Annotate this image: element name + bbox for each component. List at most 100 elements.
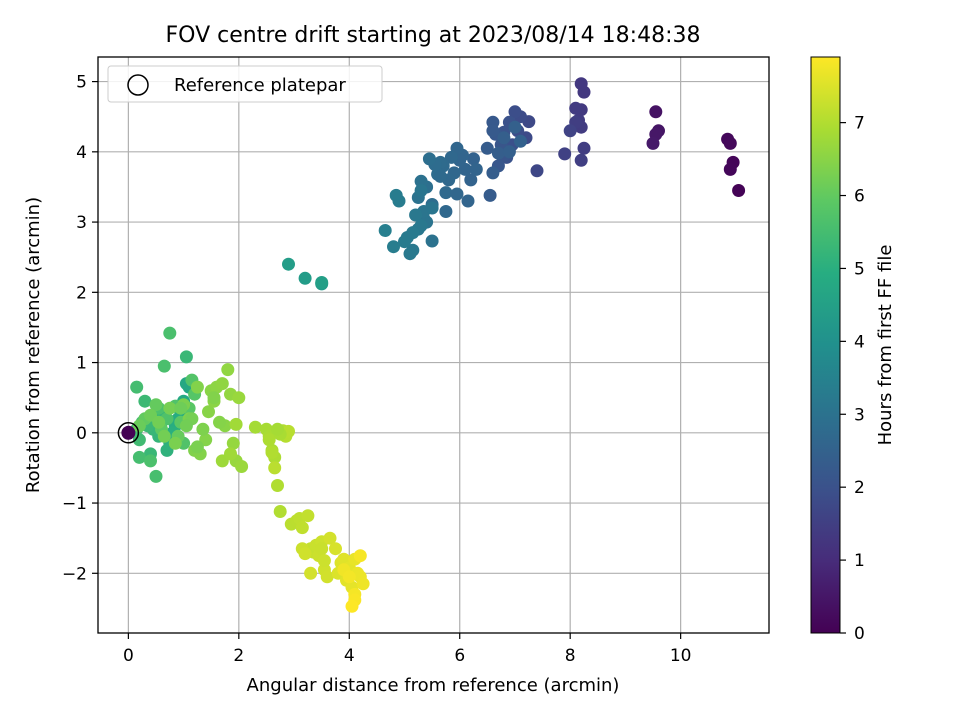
scatter-point — [168, 436, 182, 450]
reference-platepar-marker — [117, 422, 140, 444]
scatter-point — [353, 549, 367, 563]
scatter-point — [508, 105, 522, 119]
scatter-point — [646, 136, 660, 150]
scatter-point — [320, 570, 334, 584]
scatter-point — [387, 240, 400, 254]
scatter-point — [356, 577, 370, 591]
scatter-point — [248, 420, 262, 434]
scatter-point — [403, 247, 417, 261]
x-tick-label: 10 — [670, 646, 692, 666]
scatter-point — [229, 417, 243, 431]
colorbar-tick-label: 6 — [854, 187, 865, 207]
scatter-point — [574, 77, 588, 91]
scatter-point — [273, 505, 287, 518]
scatter-point — [486, 166, 500, 180]
scatter-point — [414, 174, 428, 188]
chart-title: FOV centre drift starting at 2023/08/14 … — [166, 23, 701, 48]
scatter-point — [298, 271, 312, 285]
data-points — [117, 77, 746, 613]
scatter-point — [464, 173, 478, 187]
scatter-point — [304, 566, 318, 580]
colorbar-tick-label: 2 — [854, 478, 865, 498]
scatter-point — [157, 359, 171, 373]
scatter-point — [574, 153, 588, 167]
x-tick-label: 2 — [233, 646, 244, 666]
scatter-point — [262, 433, 276, 447]
scatter-point — [342, 570, 356, 584]
scatter-point — [467, 152, 480, 166]
scatter-point — [196, 422, 210, 436]
scatter-point — [149, 398, 163, 412]
scatter-point — [558, 147, 572, 161]
colorbar-label: Hours from first FF file — [875, 245, 896, 446]
legend-box — [107, 65, 383, 103]
scatter-point — [179, 419, 193, 433]
scatter-point — [469, 162, 483, 176]
scatter-point — [497, 131, 511, 145]
colorbar-tick-label: 7 — [854, 114, 865, 134]
scatter-point — [163, 326, 177, 340]
y-axis-label: Rotation from reference (arcmin) — [23, 197, 44, 493]
scatter-point — [207, 391, 221, 405]
scatter-point — [295, 521, 309, 535]
scatter-point — [422, 152, 436, 166]
scatter-point — [179, 350, 193, 364]
scatter-point — [425, 234, 439, 248]
scatter-point — [132, 433, 146, 447]
x-tick-label: 4 — [344, 646, 355, 666]
y-tick-label: 4 — [76, 143, 87, 163]
scatter-point — [190, 380, 204, 394]
scatter-point — [444, 150, 458, 164]
scatter-point — [163, 401, 177, 415]
scatter-point — [268, 461, 282, 475]
scatter-point — [439, 205, 453, 218]
legend-marker-open-circle — [127, 74, 149, 96]
scatter-point — [345, 599, 359, 613]
scatter-point — [569, 101, 583, 115]
scatter-point — [491, 146, 505, 160]
scatter-point — [514, 134, 527, 148]
plot-frame — [97, 56, 770, 634]
scatter-point — [508, 120, 522, 134]
colorbar-tick-label: 0 — [854, 624, 865, 644]
scatter-point — [132, 419, 146, 433]
y-axis: −2 −1 0 1 2 3 4 5 — [62, 73, 98, 584]
scatter-point — [483, 188, 497, 202]
scatter-point — [723, 136, 737, 150]
colorbar-gradient — [810, 56, 841, 634]
y-tick-label: 5 — [76, 73, 87, 93]
scatter-point — [232, 391, 246, 405]
scatter-point — [502, 145, 516, 159]
x-axis: 0 2 4 6 8 10 — [123, 633, 691, 666]
scatter-point — [378, 224, 392, 237]
scatter-point — [563, 124, 577, 138]
y-tick-label: 3 — [76, 213, 87, 233]
scatter-point — [298, 547, 312, 561]
scatter-point — [317, 554, 331, 568]
x-tick-label: 0 — [123, 646, 134, 666]
scatter-point — [315, 276, 329, 289]
scatter-point — [144, 454, 157, 468]
scatter-point — [409, 208, 423, 222]
scatter-point — [215, 377, 229, 391]
scatter-point — [389, 188, 403, 202]
y-tick-label: 2 — [76, 283, 87, 303]
y-tick-label: 1 — [76, 354, 87, 374]
x-tick-label: 6 — [454, 646, 465, 666]
colorbar-ticks: 0 1 2 3 4 5 6 7 — [840, 114, 865, 644]
scatter-point — [414, 184, 428, 197]
scatter-point — [271, 479, 284, 492]
y-tick-label: −2 — [62, 564, 87, 584]
scatter-point — [265, 446, 279, 459]
scatter-point — [723, 162, 737, 176]
scatter-point — [226, 436, 240, 450]
scatter-point — [433, 169, 447, 183]
colorbar-tick-label: 1 — [854, 551, 865, 571]
scatter-point — [649, 105, 663, 119]
scatter-point — [450, 187, 464, 201]
scatter-point — [577, 141, 591, 155]
scatter-point — [315, 542, 329, 556]
colorbar-tick-label: 4 — [854, 332, 865, 352]
scatter-point — [480, 141, 494, 155]
